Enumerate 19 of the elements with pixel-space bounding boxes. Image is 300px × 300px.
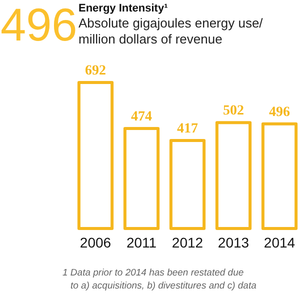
chart-title: Energy Intensity¹ (78, 2, 168, 14)
data-label: 496 (269, 104, 290, 120)
text: 1 Data prior to 2014 has been restated due to a) acquisitions, b) divestitures and c) data (62, 268, 256, 292)
bar (215, 121, 252, 230)
data-label: 417 (177, 122, 198, 137)
bar (169, 139, 206, 230)
x-tick-label: 2006 (80, 234, 112, 250)
data-label: 692 (85, 64, 106, 78)
x-tick-label: 2011 (126, 234, 157, 250)
data-label: 474 (131, 109, 152, 124)
text: 496 (0, 0, 78, 50)
bar (123, 126, 160, 230)
data-label: 502 (223, 104, 244, 119)
x-tick-label: 2012 (172, 234, 204, 250)
chart-subtitle: Absolute gigajoules energy use/ million dollars of revenue (78, 16, 264, 46)
bar (261, 122, 298, 230)
bar (77, 81, 114, 230)
x-tick-label: 2014 (264, 234, 296, 250)
x-tick-label: 2013 (218, 234, 250, 250)
